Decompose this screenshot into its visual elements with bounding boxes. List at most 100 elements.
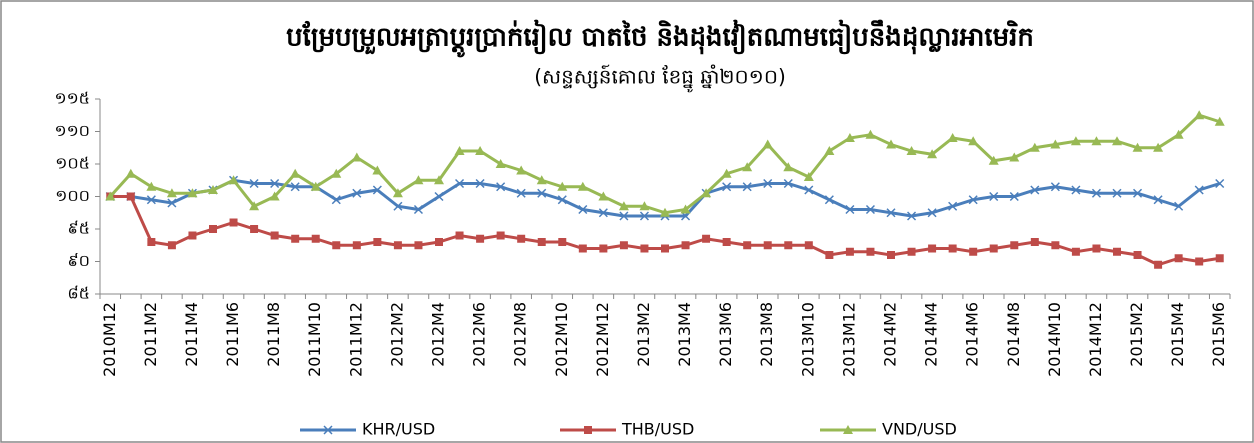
x-tick-label: 2012M10	[552, 302, 571, 377]
data-point	[290, 182, 300, 192]
x-tick-label: 2012M8	[511, 302, 530, 367]
data-point	[311, 234, 320, 243]
x-tick-label: 2014M4	[922, 302, 941, 367]
data-point	[291, 234, 300, 243]
data-point	[249, 201, 260, 211]
data-point	[1112, 188, 1122, 198]
data-point	[947, 133, 958, 142]
data-point	[763, 178, 773, 189]
data-point	[352, 241, 361, 250]
data-point	[702, 234, 711, 243]
data-point	[536, 175, 547, 185]
x-tick-label: 2014M12	[1086, 302, 1105, 377]
x-tick-label: 2010M12	[100, 302, 119, 377]
data-point	[1174, 201, 1184, 211]
legend-label: THB/USD	[621, 420, 694, 439]
data-point	[969, 247, 978, 256]
data-point	[228, 175, 239, 185]
data-point	[639, 201, 650, 211]
data-point	[989, 244, 998, 253]
legend-marker	[843, 425, 853, 434]
data-point	[1153, 195, 1163, 205]
data-point	[743, 241, 752, 250]
y-tick-label: ៩០	[67, 251, 90, 270]
data-point	[948, 201, 958, 211]
data-point	[577, 181, 588, 191]
data-point	[825, 251, 834, 259]
data-point	[640, 244, 649, 253]
x-tick-label: 2013M6	[716, 302, 735, 367]
legend-marker	[323, 425, 333, 435]
chart-title: បម្រែបម្រួលអត្រាប្តូរប្រាក់រៀល បាតថៃ និង…	[286, 20, 1034, 58]
data-point	[762, 139, 773, 149]
data-point	[783, 178, 793, 189]
data-point	[1214, 116, 1225, 126]
data-point	[475, 146, 486, 155]
data-point	[537, 238, 546, 246]
data-point	[1132, 142, 1143, 152]
data-point	[865, 204, 875, 215]
data-point	[1153, 142, 1164, 152]
data-point	[434, 191, 444, 202]
data-point	[351, 152, 362, 162]
data-point	[845, 204, 855, 215]
data-point	[496, 182, 506, 192]
data-point	[475, 178, 485, 189]
data-point	[1092, 244, 1101, 253]
data-point	[455, 231, 464, 240]
data-point	[455, 178, 465, 189]
data-point	[886, 139, 896, 149]
legend-label: KHR/USD	[362, 420, 435, 439]
data-point	[1050, 139, 1061, 149]
data-point	[681, 241, 690, 250]
data-point	[887, 251, 895, 259]
data-point	[968, 195, 978, 205]
legend-label: VND/USD	[882, 420, 957, 439]
data-point	[1071, 185, 1081, 195]
data-point	[557, 195, 567, 205]
data-point	[804, 241, 813, 250]
data-point	[250, 225, 259, 233]
data-point	[844, 133, 855, 142]
data-point	[1194, 185, 1204, 195]
x-tick-label: 2014M8	[1004, 302, 1023, 367]
data-point	[701, 188, 712, 198]
x-tick-label: 2011M10	[305, 302, 324, 377]
x-tick-label: 2011M12	[346, 302, 365, 377]
data-point	[948, 244, 957, 253]
data-point	[126, 192, 135, 201]
data-point	[1051, 241, 1060, 250]
data-point	[167, 241, 176, 250]
x-tick-label: 2015M2	[1127, 302, 1146, 367]
data-point	[1195, 257, 1204, 266]
data-point	[557, 181, 568, 191]
x-tick-label: 2011M6	[223, 302, 242, 367]
data-point	[1091, 136, 1102, 146]
data-point	[290, 168, 301, 178]
data-point	[783, 162, 794, 172]
data-point	[1112, 136, 1122, 146]
data-point	[906, 146, 917, 155]
data-point	[495, 159, 506, 168]
x-tick-label: 2013M12	[839, 302, 858, 377]
data-point	[784, 241, 793, 250]
x-tick-label: 2012M2	[387, 302, 406, 367]
data-point	[907, 211, 917, 221]
x-tick-label: 2011M4	[182, 302, 201, 367]
data-point	[1010, 241, 1019, 250]
data-point	[249, 178, 259, 189]
data-point	[310, 181, 321, 191]
data-point	[907, 247, 916, 256]
y-tick-label: ៩៥	[67, 219, 90, 238]
data-point	[927, 208, 937, 218]
data-point	[927, 149, 938, 159]
data-point	[721, 168, 732, 178]
y-tick-label: ១១៥	[54, 89, 90, 108]
data-point	[269, 191, 280, 201]
data-point	[639, 211, 649, 221]
data-point	[393, 201, 403, 211]
data-point	[125, 168, 136, 178]
data-point	[105, 191, 116, 201]
data-point	[558, 238, 567, 246]
x-tick-label: 2014M10	[1045, 302, 1064, 377]
